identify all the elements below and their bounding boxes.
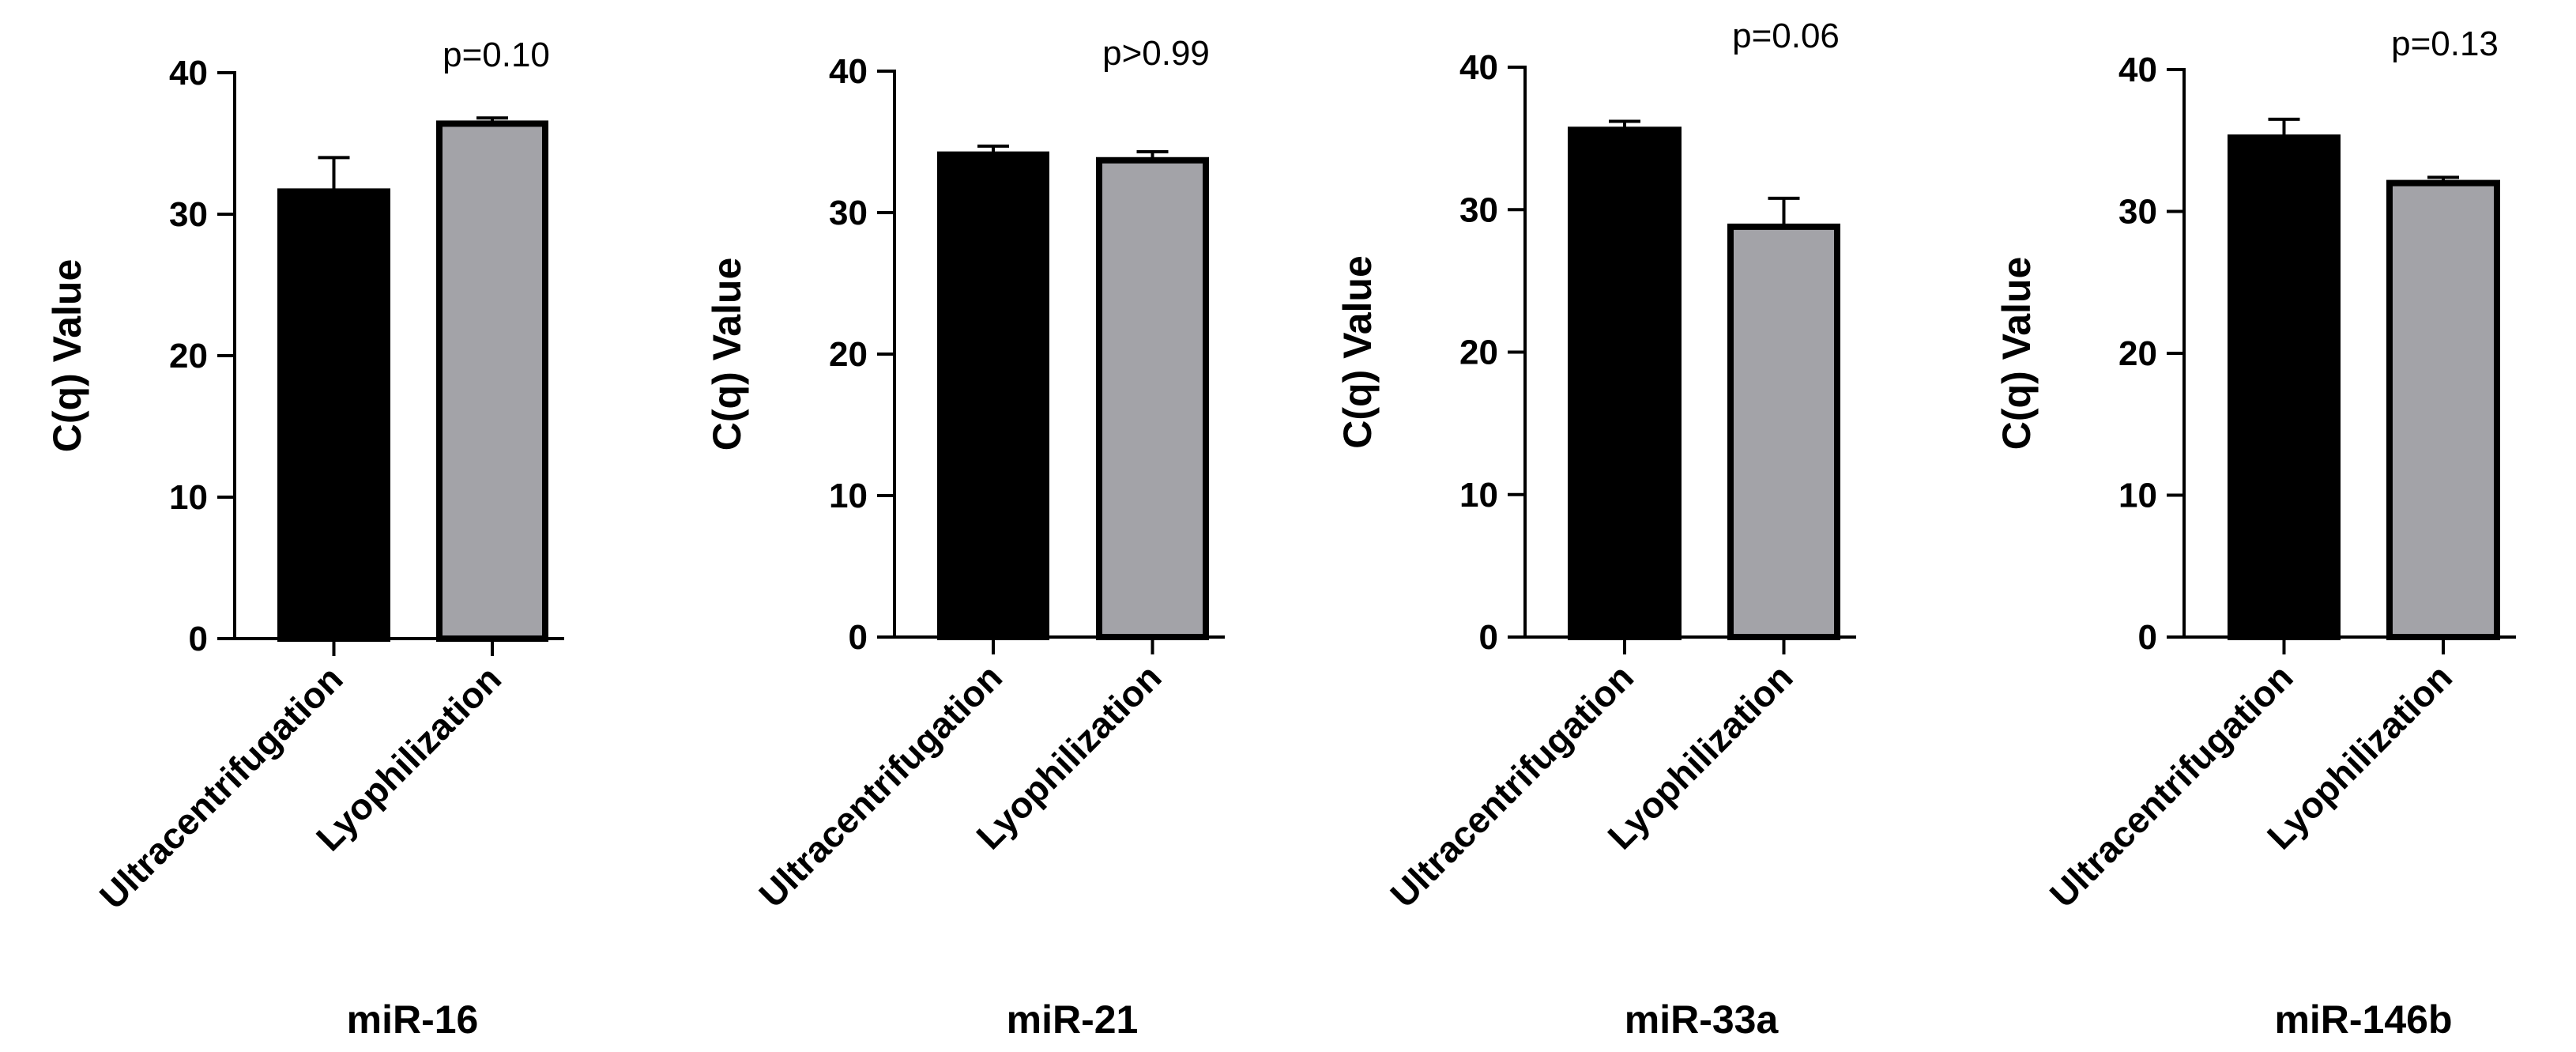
y-tick-label: 0 [2138, 618, 2157, 657]
bar-lyophilization [2386, 179, 2500, 641]
y-tick-label: 20 [2118, 334, 2157, 373]
y-tick-label: 10 [169, 478, 208, 517]
p-value-annotation: p=0.06 [1732, 17, 1840, 55]
chart-title: miR-146b [2274, 997, 2452, 1042]
bar-ultracentrifugation [277, 188, 390, 643]
p-value-annotation: p=0.13 [2391, 25, 2499, 63]
bar-lyophilization [436, 120, 548, 642]
y-tick-label: 40 [2118, 51, 2157, 89]
y-tick-label: 20 [829, 335, 868, 374]
chart-title: miR-16 [347, 997, 479, 1042]
bar-lyophilization [1096, 156, 1209, 640]
x-tick-label: Ultracentrifugation [751, 656, 1010, 915]
p-value-annotation: p=0.10 [443, 36, 550, 74]
y-tick-label: 30 [169, 195, 208, 234]
bar-ultracentrifugation [2228, 134, 2341, 641]
chart-title: miR-33a [1625, 997, 1779, 1042]
y-axis-label: C(q) Value [1994, 257, 2039, 450]
x-tick-label: Ultracentrifugation [1382, 656, 1641, 915]
bar-ultracentrifugation [1568, 126, 1682, 640]
y-tick-label: 40 [169, 54, 208, 92]
y-axis-label: C(q) Value [1335, 255, 1380, 448]
bar-ultracentrifugation [937, 151, 1049, 641]
y-tick-label: 30 [1459, 190, 1498, 229]
chart-title: miR-21 [1007, 997, 1139, 1042]
y-tick-label: 40 [829, 52, 868, 91]
y-tick-label: 20 [169, 337, 208, 375]
p-value-annotation: p>0.99 [1102, 34, 1210, 73]
y-tick-label: 0 [189, 620, 208, 658]
x-tick-label: Ultracentrifugation [92, 658, 351, 917]
y-axis-label: C(q) Value [705, 258, 749, 451]
y-tick-label: 0 [1479, 618, 1498, 657]
y-tick-label: 20 [1459, 334, 1498, 372]
y-tick-label: 10 [2118, 477, 2157, 515]
y-tick-label: 30 [2118, 193, 2157, 232]
bar-lyophilization [1727, 223, 1840, 640]
y-tick-label: 10 [829, 477, 868, 515]
y-tick-label: 0 [849, 618, 868, 657]
y-tick-label: 30 [829, 194, 868, 232]
y-tick-label: 40 [1459, 48, 1498, 87]
y-tick-label: 10 [1459, 476, 1498, 515]
x-tick-label: Ultracentrifugation [2042, 656, 2301, 915]
y-axis-label: C(q) Value [45, 259, 89, 452]
